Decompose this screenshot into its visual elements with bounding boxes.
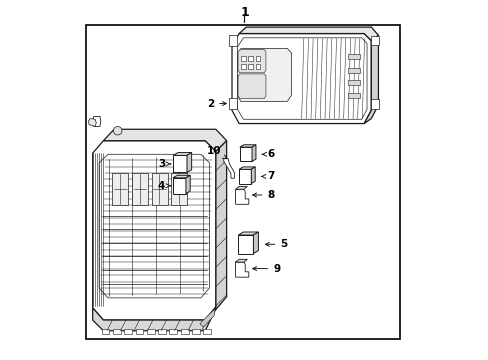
Polygon shape <box>240 147 251 161</box>
Bar <box>347 93 359 98</box>
Polygon shape <box>251 167 255 184</box>
Bar <box>112 173 128 205</box>
Text: 1: 1 <box>240 6 248 19</box>
Text: 6: 6 <box>261 149 274 159</box>
Polygon shape <box>239 27 378 41</box>
Bar <box>169 329 177 334</box>
Polygon shape <box>205 141 226 320</box>
Polygon shape <box>173 153 191 156</box>
Bar <box>203 329 211 334</box>
Polygon shape <box>235 186 247 189</box>
Bar <box>248 64 252 69</box>
Bar <box>229 98 237 109</box>
Bar <box>370 36 378 45</box>
Bar <box>241 64 245 69</box>
Bar <box>146 329 154 334</box>
Polygon shape <box>235 189 248 204</box>
Polygon shape <box>185 175 190 194</box>
Polygon shape <box>93 308 216 331</box>
Polygon shape <box>237 49 291 102</box>
Polygon shape <box>93 141 216 320</box>
Bar <box>229 35 237 46</box>
Bar <box>347 54 359 59</box>
Polygon shape <box>238 232 258 235</box>
Text: 7: 7 <box>261 171 274 181</box>
Polygon shape <box>224 158 234 178</box>
Polygon shape <box>239 167 255 169</box>
Polygon shape <box>200 309 215 327</box>
Polygon shape <box>173 175 190 178</box>
Polygon shape <box>238 50 265 73</box>
Text: 3: 3 <box>158 159 170 169</box>
Bar <box>85 24 399 339</box>
Bar <box>370 99 378 109</box>
Polygon shape <box>88 118 96 126</box>
Bar <box>158 329 166 334</box>
Bar <box>124 329 132 334</box>
Bar <box>241 56 245 62</box>
Polygon shape <box>235 259 247 262</box>
Text: 5: 5 <box>265 239 287 249</box>
Bar <box>135 329 143 334</box>
Polygon shape <box>103 129 226 152</box>
Text: 2: 2 <box>206 99 226 109</box>
Polygon shape <box>173 156 186 172</box>
Bar <box>102 329 109 334</box>
Polygon shape <box>251 145 255 161</box>
Polygon shape <box>240 145 255 147</box>
Bar <box>255 64 259 69</box>
Bar <box>132 173 148 205</box>
Bar <box>181 329 188 334</box>
Circle shape <box>113 126 122 135</box>
Bar <box>192 329 200 334</box>
Text: 4: 4 <box>158 181 170 191</box>
Bar <box>255 56 259 62</box>
Polygon shape <box>93 116 101 126</box>
Polygon shape <box>231 33 370 123</box>
Polygon shape <box>239 169 251 184</box>
Polygon shape <box>253 232 258 253</box>
Bar <box>113 329 121 334</box>
Text: 8: 8 <box>252 190 274 200</box>
Text: 9: 9 <box>252 264 280 274</box>
Polygon shape <box>238 235 253 253</box>
Bar <box>347 68 359 73</box>
Bar <box>248 56 252 62</box>
Bar <box>151 173 167 205</box>
Bar <box>171 173 187 205</box>
Polygon shape <box>235 262 248 277</box>
Polygon shape <box>364 35 378 123</box>
Polygon shape <box>173 178 185 194</box>
Polygon shape <box>238 74 265 99</box>
Polygon shape <box>186 153 191 172</box>
Text: 10: 10 <box>206 146 226 159</box>
Bar <box>347 80 359 85</box>
